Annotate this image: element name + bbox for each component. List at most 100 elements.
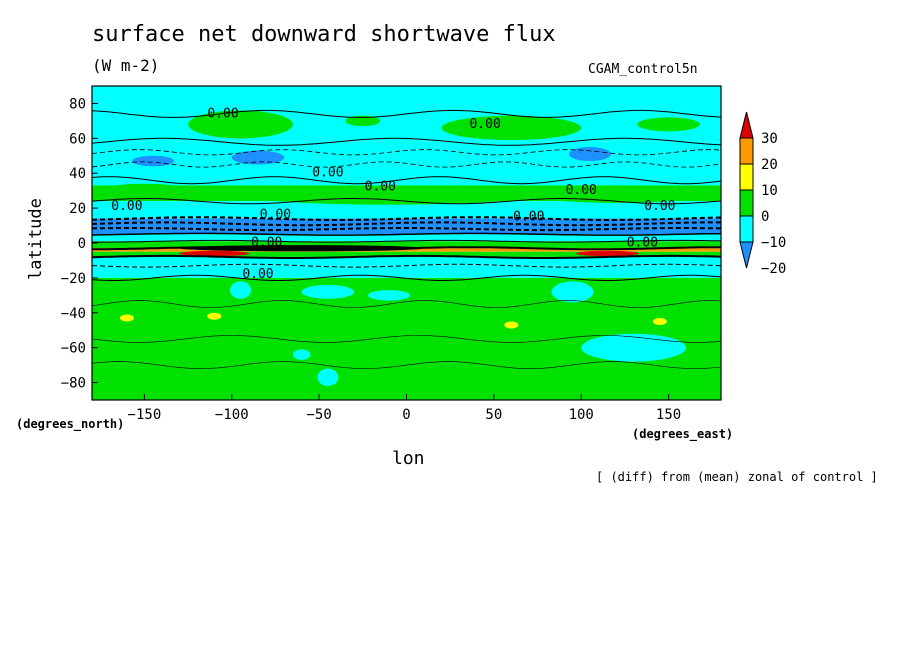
y-tick-label: −40 [61, 306, 86, 322]
field-patch [441, 115, 582, 141]
field-patch [188, 110, 293, 139]
colorbar-label: −20 [761, 261, 786, 277]
colorbar-label: 0 [761, 209, 769, 225]
x-tick-label: −150 [128, 407, 162, 423]
y-axis-ticks: −80 −60 −40 −20 0 20 40 60 80 [61, 96, 98, 392]
y-tick-label: 40 [69, 166, 86, 182]
contour-line [92, 263, 721, 268]
field-patch [551, 281, 594, 303]
x-tick-label: −100 [215, 407, 249, 423]
contour-line [92, 232, 721, 236]
field-band [92, 241, 721, 249]
x-axis-ticks: −150 −100 −50 0 50 100 150 [128, 394, 681, 423]
contour-label: 0.00 [566, 183, 597, 198]
contour-line [92, 335, 721, 343]
contour-line [92, 300, 721, 308]
contour-line [92, 227, 721, 232]
field-patch [179, 250, 250, 257]
contour-line [92, 361, 721, 369]
field-band [92, 201, 721, 219]
field-patch [637, 117, 701, 132]
colorbar-segment [739, 215, 754, 243]
y-tick-label: −80 [61, 376, 86, 392]
colorbar-label: 30 [761, 131, 778, 147]
contour-label: 0.00 [513, 209, 544, 224]
contour-label: 0.00 [207, 106, 238, 121]
contour-line [92, 137, 721, 146]
field-patch [119, 314, 134, 322]
field-patch [92, 223, 232, 235]
y-tick-label: 20 [69, 201, 86, 217]
field-patch [230, 281, 251, 299]
contour-line [92, 246, 721, 251]
field-patch [528, 185, 704, 203]
y-axis-units: (degrees_north) [16, 417, 125, 431]
field-patch [301, 284, 355, 299]
x-tick-label: 50 [485, 407, 502, 423]
x-axis-label: lon [392, 448, 425, 469]
colorbar: 30 20 10 0 −10 −20 [739, 111, 786, 277]
x-tick-label: 0 [402, 407, 410, 423]
colorbar-label: 20 [761, 157, 778, 173]
x-axis-units: (degrees_east) [632, 427, 734, 441]
chart-units: (W m-2) [92, 56, 160, 75]
y-tick-label: 60 [69, 131, 86, 147]
x-tick-label: −50 [306, 407, 331, 423]
field-patch [100, 183, 189, 198]
field-patch [575, 250, 639, 257]
field-patch [504, 321, 519, 329]
y-tick-label: 80 [69, 96, 86, 112]
contour-line [92, 198, 721, 205]
contour-label: 0.00 [644, 199, 675, 214]
y-tick-label: 0 [78, 236, 86, 252]
diff-note: [ (diff) from (mean) zonal of control ] [596, 470, 878, 484]
field-patch [231, 150, 285, 165]
colorbar-label: 10 [761, 183, 778, 199]
field-band [92, 251, 721, 257]
contour-line [92, 161, 721, 168]
colorbar-segment [739, 137, 754, 165]
colorbar-bottom-arrow [739, 241, 754, 269]
contour-label: 0.00 [242, 267, 273, 282]
run-name: CGAM_control5n [588, 62, 698, 77]
x-tick-label: 150 [656, 407, 681, 423]
field-band [92, 248, 721, 252]
field-band [92, 265, 721, 278]
field-band [92, 256, 721, 266]
colorbar-segment [739, 189, 754, 217]
contour-label: 0.00 [111, 199, 142, 214]
contour-labels: 0.00 0.00 0.00 0.00 0.00 0.00 0.00 0.00 0.00 0.00… [111, 106, 675, 281]
contour-label: 0.00 [260, 208, 291, 223]
contour-label: 0.00 [469, 117, 500, 132]
contour-line [92, 254, 721, 259]
field-patch [97, 338, 140, 357]
colorbar-segment [739, 163, 754, 191]
field-patch [345, 115, 381, 127]
field-patch [568, 147, 611, 162]
contour-line [92, 216, 721, 221]
field-patch [292, 349, 311, 360]
contour-label: 0.00 [312, 166, 343, 181]
contour-label: 0.00 [251, 235, 282, 250]
colorbar-label: −10 [761, 235, 786, 251]
contour-line [92, 239, 721, 243]
colorbar-top-arrow [739, 111, 754, 139]
contour-line [92, 176, 721, 185]
field-patch [368, 290, 410, 301]
contour-line [92, 109, 721, 118]
y-tick-label: −60 [61, 341, 86, 357]
chart-title: surface net downward shortwave flux [92, 22, 556, 47]
field-patch [652, 318, 667, 325]
y-tick-label: −20 [61, 271, 86, 287]
contour-label: 0.00 [365, 180, 396, 195]
contour-lines [92, 109, 721, 369]
field-patch [581, 333, 687, 362]
contour-line [92, 221, 721, 227]
field-patch [207, 312, 222, 320]
contour-line [92, 274, 721, 281]
x-tick-label: 100 [569, 407, 594, 423]
field-band [92, 234, 721, 242]
contour-label: 0.00 [627, 235, 658, 250]
field-patch [317, 368, 339, 387]
